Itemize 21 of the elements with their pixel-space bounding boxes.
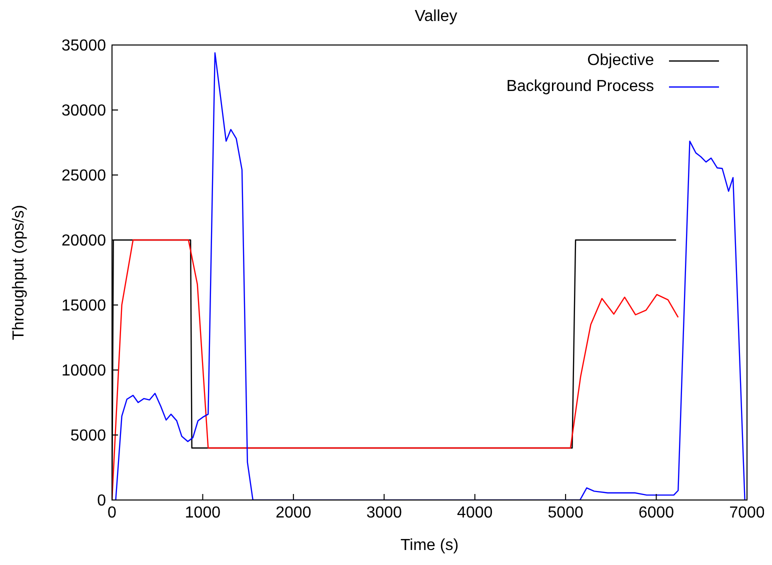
y-tick-label: 35000: [62, 38, 106, 55]
y-tick-label: 15000: [62, 298, 106, 315]
x-tick-label: 4000: [457, 504, 493, 522]
x-tick-label: 2000: [276, 504, 312, 522]
y-tick-label: 0: [97, 492, 106, 510]
y-axis-title: Throughput (ops/s): [10, 204, 28, 340]
chart-title: Valley: [414, 8, 458, 27]
x-tick-label: 5000: [548, 504, 584, 522]
x-tick-label: 3000: [366, 504, 402, 522]
legend-label: Objective: [587, 52, 654, 70]
y-tick-label: 20000: [62, 232, 106, 250]
x-axis-title: Time (s): [400, 537, 459, 554]
x-tick-label: 1000: [184, 504, 221, 522]
y-tick-label: 25000: [62, 168, 106, 185]
y-tick-label: 30000: [62, 102, 106, 120]
x-tick-label: 6000: [638, 504, 674, 522]
legend-label: Background Process: [506, 78, 654, 96]
line-series: [115, 52, 746, 500]
y-tick-label: 10000: [62, 362, 106, 380]
y-tick-label: 5000: [70, 428, 106, 445]
x-tick-label: 7000: [729, 504, 765, 522]
